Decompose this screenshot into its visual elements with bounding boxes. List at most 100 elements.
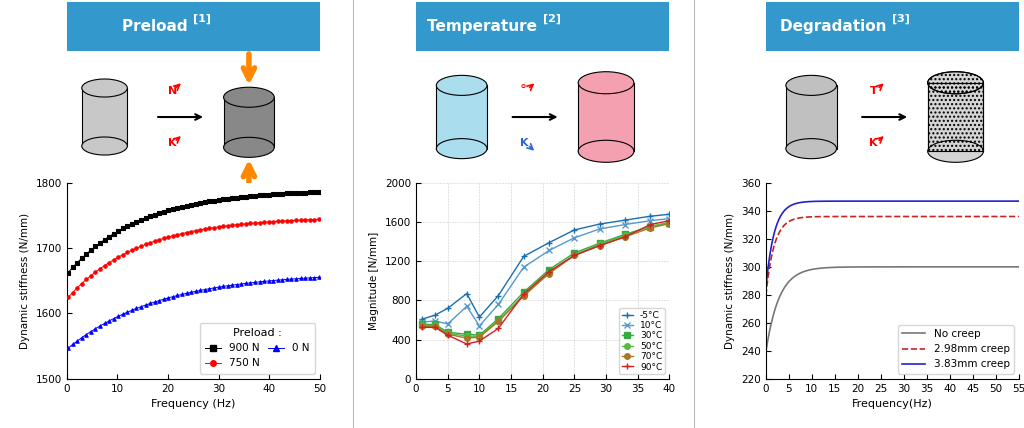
Point [96,320,113,327]
Point [197,226,213,232]
Ellipse shape [82,79,127,97]
Point [146,238,163,245]
Point [238,220,254,227]
Point [165,205,181,212]
Point [215,196,231,202]
Point [115,251,131,258]
10°C [461,304,473,309]
3.83mm creep [805,199,817,204]
Point [156,235,172,242]
Point [59,294,76,301]
50°C [417,323,429,328]
Point [146,298,163,305]
Text: [3]: [3] [892,14,910,24]
Point [124,247,140,254]
Point [101,259,118,266]
Bar [223,97,274,147]
Y-axis label: Dynamic stiffness (N/mm): Dynamic stiffness (N/mm) [19,213,30,349]
Point [274,190,291,197]
90°C [429,325,441,330]
Point [224,195,241,202]
70°C [493,319,505,324]
Point [156,296,172,303]
Point [83,328,99,335]
Ellipse shape [928,72,983,94]
30°C [429,322,441,327]
30°C [417,322,429,327]
2.98mm creep [874,214,887,219]
Bar [785,85,837,149]
Point [306,274,323,281]
30°C [473,333,485,338]
Point [183,228,200,235]
No creep [760,350,772,355]
Point [260,277,276,284]
Point [297,275,313,282]
Point [193,226,209,233]
Point [301,274,317,281]
30°C [517,290,529,295]
Point [310,216,327,223]
2.98mm creep [805,214,817,220]
Point [165,232,181,239]
10°C [543,248,555,253]
Point [133,217,150,223]
50°C [517,292,529,297]
Point [288,217,304,224]
Ellipse shape [82,137,127,155]
Point [174,203,190,210]
-5°C [441,306,454,311]
Point [306,189,323,196]
30°C [618,232,631,237]
-5°C [517,254,529,259]
-5°C [429,312,441,318]
Line: 50°C: 50°C [420,220,672,339]
Ellipse shape [223,137,274,158]
Point [197,199,213,205]
Point [265,277,282,284]
70°C [473,335,485,340]
30°C [543,267,555,272]
30°C [594,241,606,246]
Point [265,218,282,225]
Ellipse shape [579,140,634,162]
Point [228,281,245,288]
Point [69,285,85,291]
70°C [543,271,555,276]
Point [133,243,150,250]
Ellipse shape [436,139,487,159]
Point [124,220,140,227]
Line: 3.83mm creep: 3.83mm creep [766,201,1019,288]
Point [137,214,154,221]
Line: 2.98mm creep: 2.98mm creep [766,217,1019,295]
Point [178,290,195,297]
Point [284,217,300,224]
Point [65,341,81,348]
50°C [543,270,555,275]
Point [92,265,109,272]
Point [288,190,304,196]
Point [247,192,263,199]
Point [142,213,159,220]
Point [306,216,323,223]
30°C [461,332,473,337]
Point [279,190,295,197]
10°C [594,226,606,232]
Ellipse shape [928,140,983,162]
-5°C [618,217,631,223]
Point [169,292,185,299]
3.83mm creep [1013,199,1024,204]
2.98mm creep [1013,214,1024,219]
10°C [473,323,485,328]
Point [137,241,154,248]
Point [243,220,259,227]
Text: [1]: [1] [194,14,211,24]
90°C [664,218,676,223]
Point [174,230,190,237]
-5°C [664,212,676,217]
3.83mm creep [929,199,941,204]
Point [201,225,217,232]
90°C [594,243,606,248]
Point [110,254,126,261]
Point [78,276,94,283]
